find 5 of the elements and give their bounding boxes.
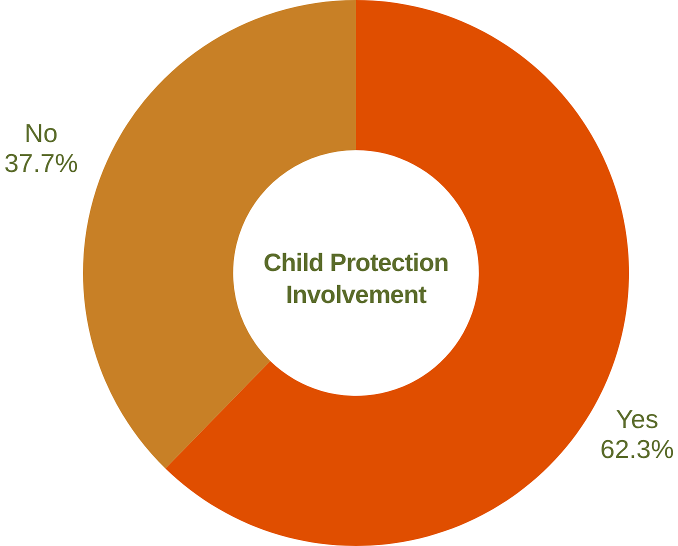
slice-label: No	[24, 118, 58, 148]
text: Child Protection Involvement	[262, 248, 450, 311]
data-label: 62.3%	[600, 434, 674, 464]
slice-label: Yes	[616, 404, 658, 434]
data-label: 37.7%	[4, 148, 78, 178]
